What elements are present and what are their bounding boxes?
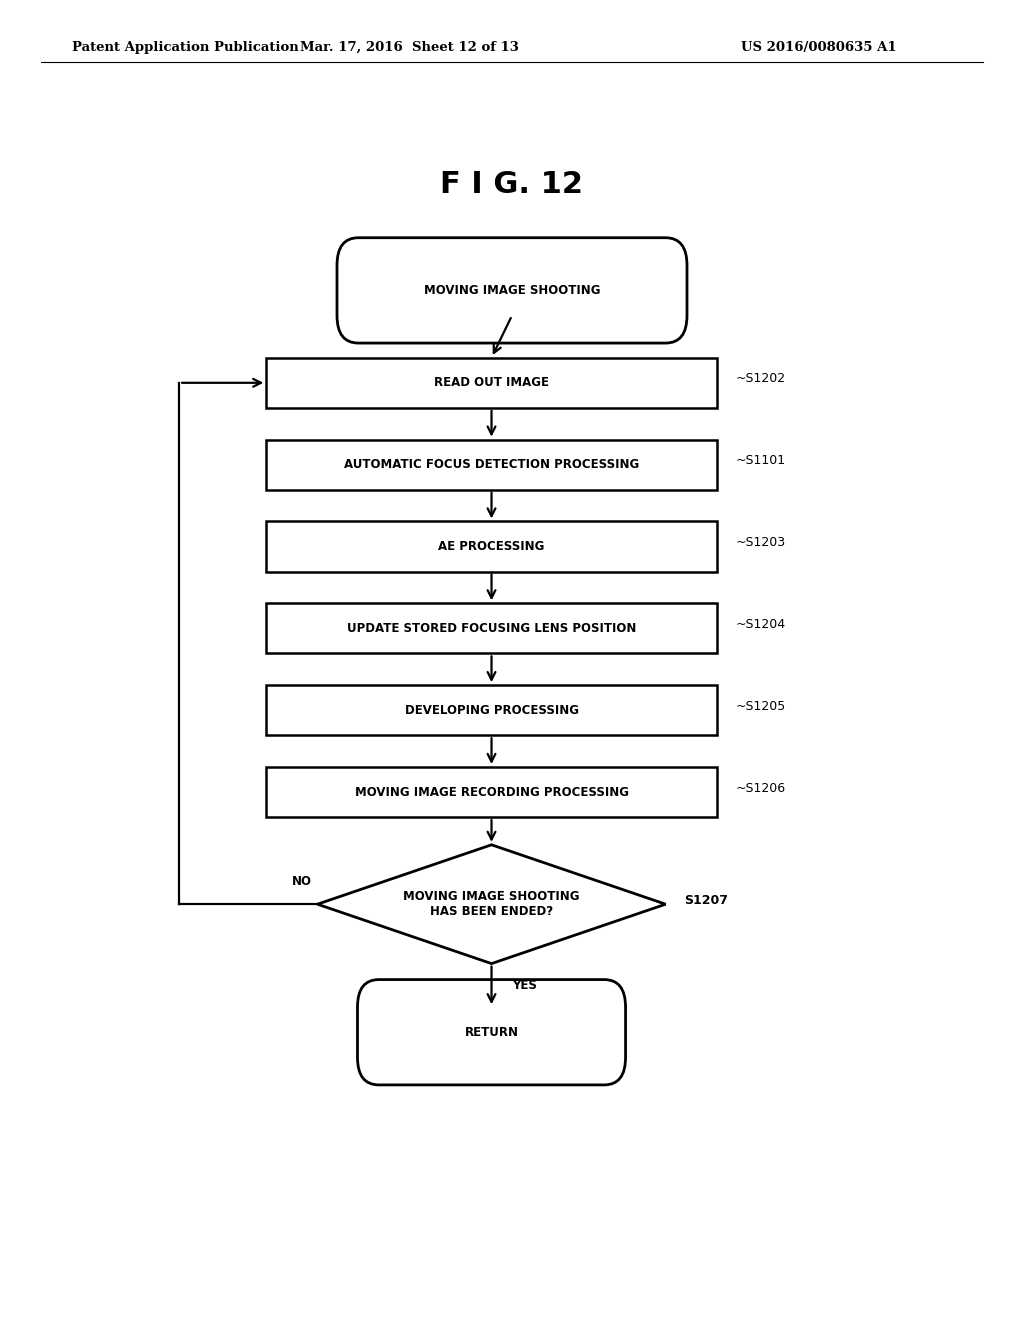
Bar — [266, 440, 717, 490]
Text: MOVING IMAGE SHOOTING: MOVING IMAGE SHOOTING — [424, 284, 600, 297]
FancyBboxPatch shape — [337, 238, 687, 343]
Text: S1207: S1207 — [684, 894, 728, 907]
Text: YES: YES — [512, 979, 537, 991]
Bar — [266, 767, 717, 817]
Bar — [266, 358, 717, 408]
Text: ~S1205: ~S1205 — [735, 700, 785, 713]
Text: MOVING IMAGE SHOOTING
HAS BEEN ENDED?: MOVING IMAGE SHOOTING HAS BEEN ENDED? — [403, 890, 580, 919]
Text: AUTOMATIC FOCUS DETECTION PROCESSING: AUTOMATIC FOCUS DETECTION PROCESSING — [344, 458, 639, 471]
Text: UPDATE STORED FOCUSING LENS POSITION: UPDATE STORED FOCUSING LENS POSITION — [347, 622, 636, 635]
Text: READ OUT IMAGE: READ OUT IMAGE — [434, 376, 549, 389]
Text: NO: NO — [292, 875, 312, 888]
Text: ~S1204: ~S1204 — [735, 618, 785, 631]
Text: ~S1206: ~S1206 — [735, 781, 785, 795]
Text: Mar. 17, 2016  Sheet 12 of 13: Mar. 17, 2016 Sheet 12 of 13 — [300, 41, 519, 54]
Bar — [266, 603, 717, 653]
Text: Patent Application Publication: Patent Application Publication — [72, 41, 298, 54]
Text: ~S1203: ~S1203 — [735, 536, 785, 549]
FancyBboxPatch shape — [357, 979, 626, 1085]
Text: ~S1101: ~S1101 — [735, 454, 785, 467]
Text: ~S1202: ~S1202 — [735, 372, 785, 385]
Bar — [266, 685, 717, 735]
Text: DEVELOPING PROCESSING: DEVELOPING PROCESSING — [404, 704, 579, 717]
Text: AE PROCESSING: AE PROCESSING — [438, 540, 545, 553]
Text: MOVING IMAGE RECORDING PROCESSING: MOVING IMAGE RECORDING PROCESSING — [354, 785, 629, 799]
Text: US 2016/0080635 A1: US 2016/0080635 A1 — [741, 41, 897, 54]
Text: RETURN: RETURN — [465, 1026, 518, 1039]
Polygon shape — [317, 845, 666, 964]
Bar — [266, 521, 717, 572]
Text: F I G. 12: F I G. 12 — [440, 170, 584, 199]
